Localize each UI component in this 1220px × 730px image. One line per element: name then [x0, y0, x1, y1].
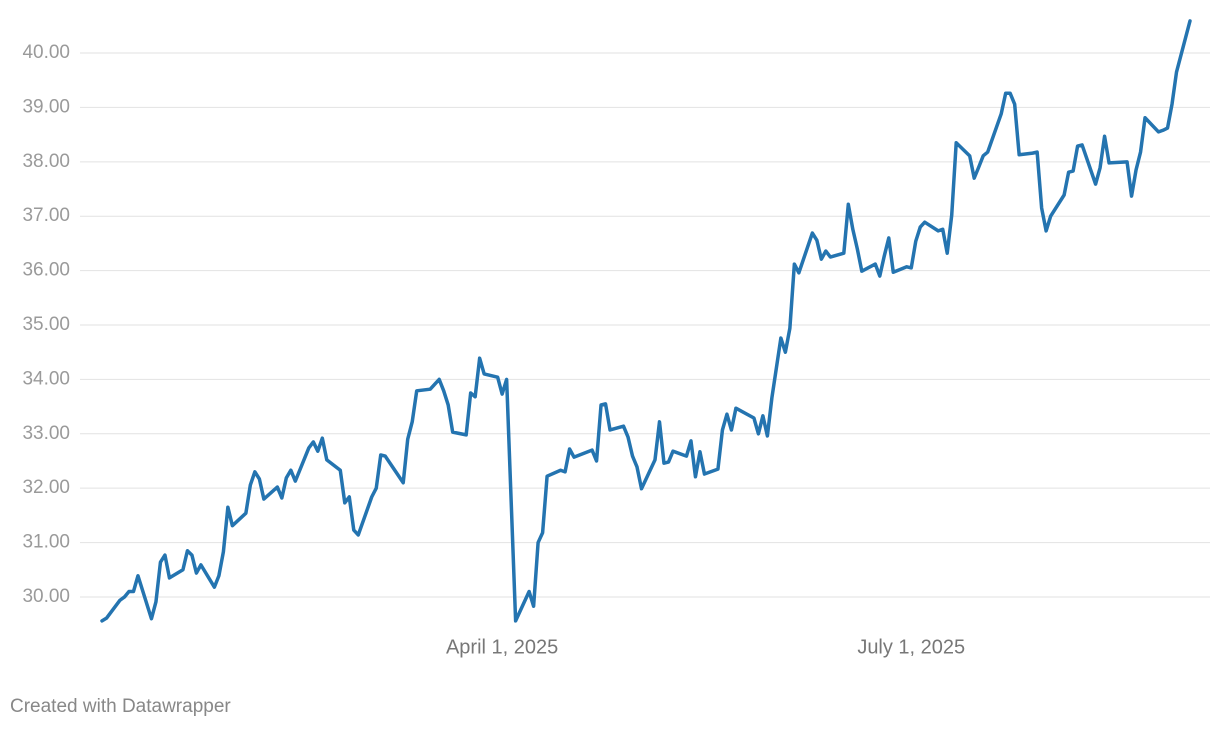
y-tick-label: 31.00 [22, 532, 70, 553]
x-tick-label: July 1, 2025 [857, 636, 965, 658]
y-tick-label: 40.00 [22, 42, 70, 63]
credit: Created with Datawrapper [10, 696, 231, 717]
y-tick-label: 33.00 [22, 423, 70, 444]
y-tick-label: 32.00 [22, 477, 70, 498]
line [100, 19, 1192, 623]
x-tick-label: April 1, 2025 [446, 636, 558, 658]
y-tick-label: 35.00 [22, 314, 70, 335]
y-tick-label: 37.00 [22, 205, 70, 226]
y-tick-label: 34.00 [22, 368, 70, 389]
y-tick-label: 30.00 [22, 586, 70, 607]
y-tick-label: 38.00 [22, 151, 70, 172]
y-tick-label: 39.00 [22, 96, 70, 117]
y-tick-label: 36.00 [22, 260, 70, 281]
